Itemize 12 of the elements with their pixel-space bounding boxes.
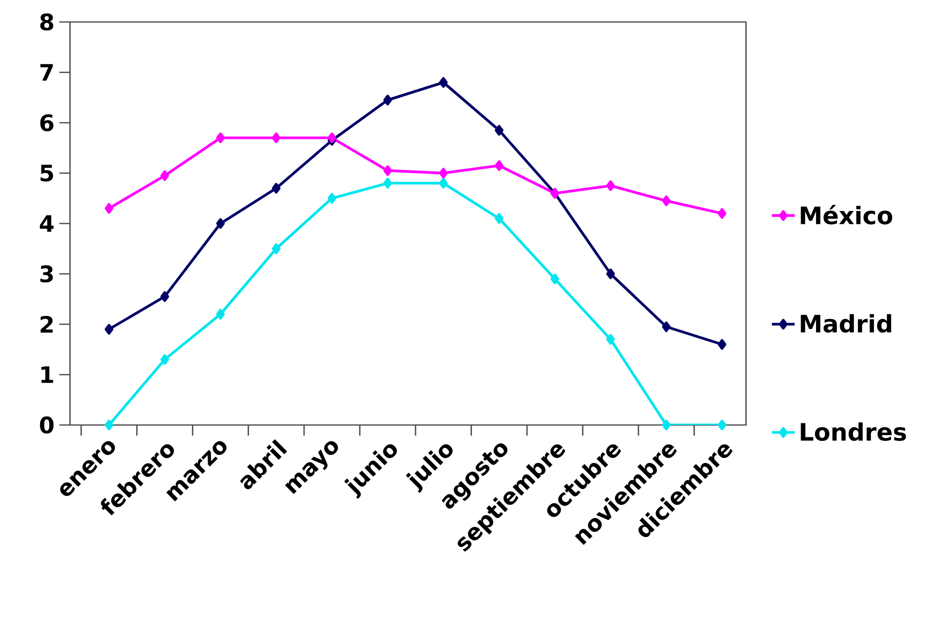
y-tick-label: 4 [40, 215, 54, 232]
y-tick-label: 7 [40, 64, 53, 81]
legend-label: Madrid [800, 314, 892, 333]
y-tick-label: 6 [40, 114, 54, 132]
y-tick-label: 5 [40, 164, 54, 182]
y-tick-label: 2 [40, 316, 53, 333]
legend-label: Londres [800, 422, 906, 441]
y-tick-label: 0 [40, 416, 54, 434]
legend-label: México [800, 204, 892, 224]
y-tick-label: 8 [40, 13, 54, 31]
y-tick-label: 3 [40, 265, 53, 282]
y-tick-label: 1 [41, 366, 54, 383]
